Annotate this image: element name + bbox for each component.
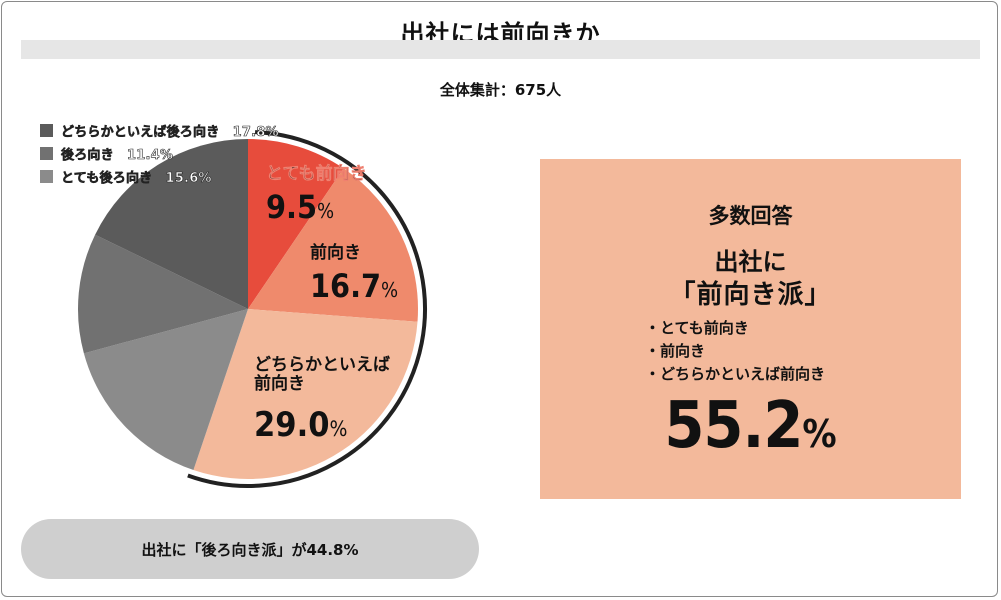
legend-label: どちらかといえば後ろ向き 17.8% — [61, 125, 279, 141]
legend-swatch — [40, 124, 53, 137]
majority-summary-box: 多数回答 出社に 「前向き派」 ・とても前向き ・前向き ・どちらかといえば前向… — [540, 159, 961, 499]
slice-label: 前向き — [254, 373, 305, 394]
pie-slice — [248, 168, 418, 322]
slice-value-label: 29.0% — [254, 405, 347, 445]
pie-slice — [78, 234, 248, 354]
slice-label: とても前向き — [266, 163, 367, 184]
total-respondents: 全体集計：675人 — [439, 81, 562, 99]
summary-line-1: 出社に — [714, 248, 787, 276]
slice-label: 前向き — [310, 242, 361, 263]
summary-total: 55.2% — [540, 389, 961, 463]
pie-slice — [83, 309, 248, 471]
summary-list: ・とても前向き ・前向き ・どちらかといえば前向き — [645, 317, 825, 386]
summary-heading: 多数回答 — [708, 204, 793, 228]
legend-item-very-negative: とても後ろ向き 15.6% — [40, 165, 279, 188]
legend-label: とても後ろ向き 15.6% — [61, 171, 212, 187]
chart-legend: どちらかといえば後ろ向き 17.8% 後ろ向き 11.4% とても後ろ向き 15… — [40, 119, 279, 188]
summary-line-2: 「前向き派」 — [669, 280, 832, 310]
summary-list-item: ・前向き — [645, 342, 706, 360]
pie-slice — [193, 309, 418, 479]
pie-slice — [248, 139, 344, 309]
negative-summary-text: 出社に「後ろ向き派」が44.8% — [141, 540, 359, 559]
pie-slice — [95, 139, 248, 309]
legend-swatch — [40, 147, 53, 160]
summary-total-unit: % — [802, 412, 837, 456]
summary-total-value: 55.2 — [664, 389, 803, 463]
legend-item-somewhat-negative: どちらかといえば後ろ向き 17.8% — [40, 119, 279, 142]
legend-item-negative: 後ろ向き 11.4% — [40, 142, 279, 165]
negative-summary-pill: 出社に「後ろ向き派」が44.8% — [21, 519, 479, 579]
legend-label: 後ろ向き 11.4% — [61, 148, 174, 164]
slice-value-label: 9.5% — [266, 188, 334, 226]
slice-label: どちらかといえば — [254, 355, 390, 375]
slice-value-label: 16.7% — [310, 267, 398, 305]
summary-list-item: ・どちらかといえば前向き — [645, 365, 826, 383]
title-underline-bar — [21, 40, 980, 59]
legend-swatch — [40, 170, 53, 183]
summary-list-item: ・とても前向き — [645, 319, 749, 337]
positive-group-arc — [187, 130, 427, 488]
